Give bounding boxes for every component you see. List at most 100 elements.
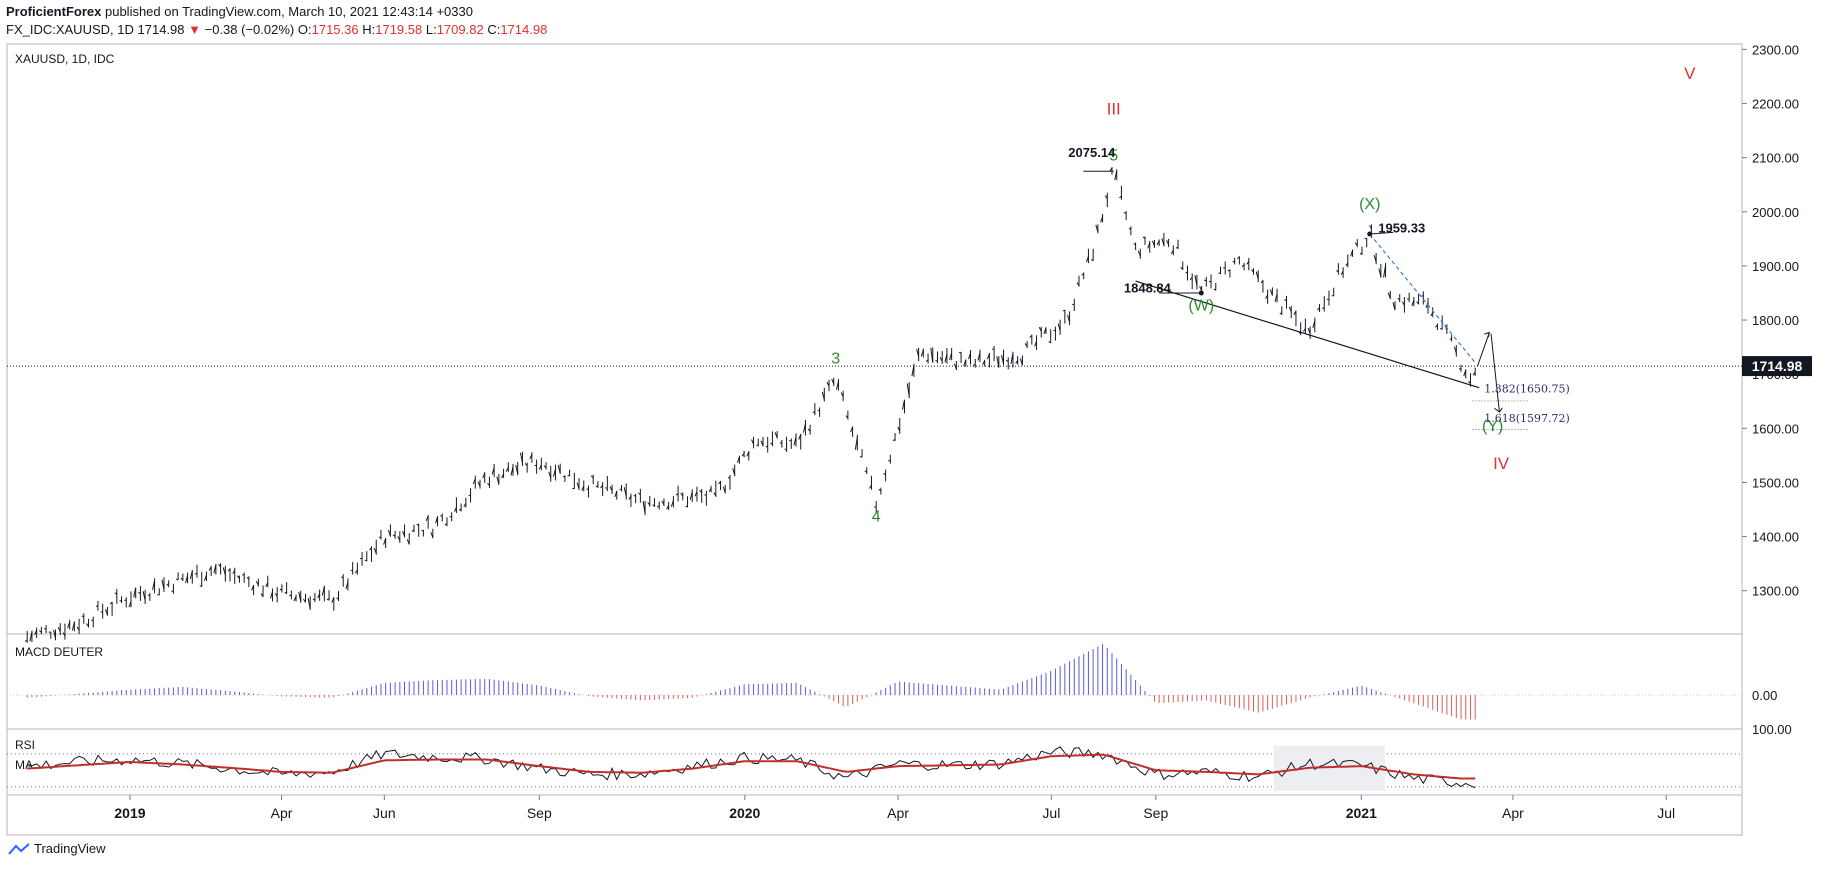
price-bar-open bbox=[840, 392, 844, 398]
price-bar-open bbox=[930, 347, 934, 363]
price-bar-open bbox=[774, 432, 778, 439]
wave-label: 3 bbox=[831, 350, 840, 367]
price-bar-open bbox=[62, 632, 66, 637]
x-marker-dot bbox=[1367, 231, 1373, 237]
price-bar-open bbox=[963, 359, 967, 367]
price-bar-open bbox=[519, 452, 523, 463]
macd-tick-label: 0.00 bbox=[1752, 688, 1777, 703]
price-bar-open bbox=[138, 591, 141, 595]
price-bar-open bbox=[609, 486, 613, 492]
price-bar-open bbox=[1345, 262, 1349, 267]
price-bar-open bbox=[949, 352, 953, 361]
price-bar-open bbox=[718, 481, 721, 485]
price-bar-open bbox=[675, 493, 679, 496]
price-bar-open bbox=[1312, 320, 1316, 328]
price-bar-open bbox=[1439, 327, 1443, 330]
y-tick-label: 2000.00 bbox=[1752, 205, 1799, 220]
price-bar-open bbox=[878, 488, 882, 492]
price-bar-open bbox=[1137, 250, 1141, 257]
price-bar-open bbox=[1151, 240, 1155, 247]
price-bar-open bbox=[1336, 269, 1339, 273]
price-bar-open bbox=[1204, 279, 1207, 282]
price-bar-open bbox=[958, 351, 962, 354]
wave-label: 1848.84 bbox=[1124, 280, 1172, 295]
price-bar-open bbox=[1458, 367, 1462, 370]
price-bar-open bbox=[203, 575, 207, 581]
last-price: 1714.98 bbox=[137, 22, 185, 37]
last-price-label: 1714.98 bbox=[1752, 358, 1803, 374]
price-bar-open bbox=[888, 459, 891, 462]
price-bar-open bbox=[383, 538, 387, 545]
price-bar-open bbox=[227, 568, 231, 572]
open-value: 1715.36 bbox=[311, 22, 359, 37]
price-bar-open bbox=[284, 591, 287, 594]
price-bar-open bbox=[1326, 298, 1330, 301]
price-bar-open bbox=[1241, 264, 1245, 268]
price-bar-open bbox=[1449, 338, 1452, 340]
price-axis[interactable]: 1300.001400.001500.001600.001700.001800.… bbox=[1742, 42, 1799, 599]
price-bar-open bbox=[1100, 216, 1104, 223]
price-bar-open bbox=[128, 601, 132, 608]
price-bar-open bbox=[194, 572, 198, 575]
price-bar-open bbox=[874, 506, 877, 508]
price-bar-open bbox=[807, 428, 811, 432]
price-bar-open bbox=[732, 468, 736, 476]
price-bar-open bbox=[345, 581, 349, 590]
price-bar-open bbox=[892, 438, 896, 442]
wave-label: (X) bbox=[1359, 196, 1380, 213]
price-bar-open bbox=[1246, 261, 1250, 265]
price-bar-open bbox=[1274, 293, 1278, 302]
price-bar-open bbox=[713, 492, 717, 497]
price-bar-open bbox=[1288, 306, 1292, 312]
price-bar-open bbox=[373, 547, 377, 554]
wave-label: 5 bbox=[1109, 147, 1118, 164]
tradingview-brand[interactable]: TradingView bbox=[8, 841, 106, 856]
price-bar-open bbox=[76, 626, 80, 631]
price-bar-open bbox=[939, 357, 943, 362]
price-bar-open bbox=[392, 534, 396, 537]
x-tick-label: Apr bbox=[271, 805, 293, 821]
price-bar-open bbox=[1307, 327, 1311, 334]
price-bar-open bbox=[354, 569, 358, 574]
down-arrow-head-icon bbox=[1494, 407, 1503, 413]
price-bar-open bbox=[1265, 294, 1269, 300]
price-bar-open bbox=[1453, 346, 1457, 354]
price-bar-open bbox=[1251, 269, 1254, 273]
price-bar-open bbox=[86, 623, 89, 627]
price-bar-open bbox=[326, 598, 330, 601]
high-label: H: bbox=[362, 22, 376, 37]
last-price-marker: 1714.98 bbox=[7, 356, 1812, 377]
price-bar-open bbox=[1005, 359, 1009, 363]
price-bar-open bbox=[605, 487, 608, 489]
price-bar-open bbox=[595, 485, 599, 488]
price-bar-open bbox=[1199, 286, 1203, 291]
time-axis[interactable]: 2019 Apr Jun Sep 2020 Apr Jul Sep 2021 Apr Jul bbox=[114, 795, 1675, 821]
price-bar-open bbox=[722, 486, 726, 493]
price-bar-open bbox=[152, 580, 156, 590]
pane-title: XAUUSD, 1D, IDC bbox=[15, 52, 115, 66]
price-bar-open bbox=[670, 500, 674, 507]
price-bar-open bbox=[411, 529, 415, 532]
price-bar-open bbox=[491, 467, 495, 475]
rsi-title: RSI bbox=[15, 738, 35, 752]
price-bar-open bbox=[71, 621, 75, 631]
price-bar-open bbox=[1421, 295, 1424, 297]
price-bar-open bbox=[581, 485, 585, 491]
price-bar-open bbox=[751, 439, 755, 445]
price-bar-open bbox=[1237, 256, 1240, 259]
price-bar-open bbox=[1373, 254, 1377, 263]
close-value: 1714.98 bbox=[500, 22, 548, 37]
x-tick-label: 2020 bbox=[729, 805, 760, 821]
price-bar-open bbox=[501, 473, 505, 479]
price-bar-open bbox=[1019, 358, 1023, 366]
price-bar-open bbox=[557, 465, 561, 474]
price-bar-open bbox=[232, 570, 236, 574]
price-bar-open bbox=[538, 464, 542, 470]
price-bar-open bbox=[246, 577, 250, 580]
price-bar-open bbox=[770, 442, 773, 445]
price-bar-open bbox=[477, 481, 481, 487]
price-bar-open bbox=[321, 586, 325, 596]
price-bar-open bbox=[576, 482, 580, 489]
price-bar-open bbox=[260, 593, 264, 598]
